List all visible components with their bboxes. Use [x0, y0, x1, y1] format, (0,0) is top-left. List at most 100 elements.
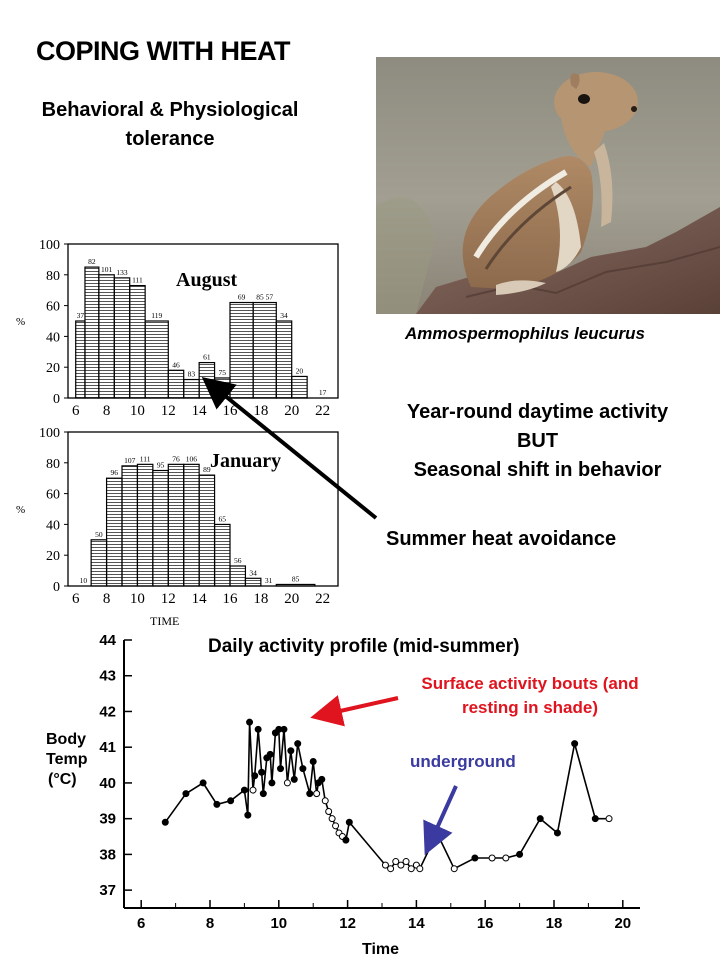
bar-sample-label: 83	[188, 370, 196, 379]
data-point	[280, 725, 288, 733]
data-point	[246, 718, 254, 726]
x-tick-label: 6	[72, 591, 80, 607]
data-point	[227, 797, 235, 805]
note-line-3: Seasonal shift in behavior	[413, 459, 662, 481]
data-point	[213, 800, 221, 808]
bar-sample-label: 101	[101, 265, 113, 274]
data-point	[571, 740, 579, 748]
x-tick-label: 6	[137, 915, 145, 932]
bar-sample-label: 96	[111, 468, 119, 477]
y-tick-label: 20	[46, 361, 60, 376]
x-tick-label: 12	[161, 591, 176, 607]
data-point	[553, 829, 561, 837]
histogram-bar	[229, 565, 247, 587]
species-name: Ammospermophilus leucurus	[405, 324, 645, 343]
data-point	[397, 861, 405, 869]
x-tick-label: 22	[315, 403, 330, 419]
data-point	[240, 786, 248, 794]
bar-sample-label: 34	[249, 568, 257, 577]
behavior-notes: Year-round daytime activity BUT Seasonal…	[370, 398, 705, 485]
underground-arrow	[423, 785, 458, 856]
y-tick-label: 60	[46, 300, 60, 315]
body-temp-chart: 37 38 39 40 41 42 43 44 6 8 10 12 14 16 18 20 Time Body Te…	[0, 628, 720, 965]
y-axis-label-1: Body	[46, 731, 86, 748]
data-point	[182, 790, 190, 798]
y-axis-label: %	[16, 316, 25, 328]
body-temp-chart-svg: 37 38 39 40 41 42 43 44 6 8 10 12 14 16 18 20 Time Body Te…	[46, 632, 640, 958]
bar-sample-label: 46	[172, 360, 180, 369]
x-tick-label: 14	[192, 591, 208, 607]
y-tick-label: 60	[46, 488, 60, 503]
data-point	[290, 775, 298, 783]
bar-sample-label: 106	[186, 454, 198, 463]
data-point	[402, 858, 410, 866]
data-point	[266, 750, 274, 758]
profile-title: Daily activity profile (mid-summer)	[208, 636, 520, 657]
note-line-1: Year-round daytime activity	[406, 401, 669, 423]
histogram-bar	[291, 375, 308, 399]
bar-sample-label: 17	[319, 388, 327, 397]
data-point	[251, 772, 259, 780]
data-point	[254, 725, 262, 733]
surface-activity-arrow	[310, 695, 399, 727]
x-tick-label: 8	[103, 403, 111, 419]
histogram-bar	[275, 583, 316, 587]
bar-sample-label: 95	[157, 461, 165, 470]
x-tick-label: 16	[223, 591, 239, 607]
data-point	[416, 865, 424, 873]
x-tick-label: 10	[130, 591, 145, 607]
x-tick-label: 20	[614, 915, 631, 932]
summer-avoidance-arrow	[201, 376, 378, 520]
bar-sample-label: 10	[80, 576, 88, 585]
avoidance-label: Summer heat avoidance	[386, 528, 617, 550]
bar-sample-label: 31	[265, 576, 273, 585]
month-label: August	[176, 269, 237, 291]
data-point	[450, 865, 458, 873]
bar-sample-label: 111	[140, 454, 151, 463]
bar-sample-label: 50	[95, 530, 103, 539]
x-tick-label: 18	[546, 915, 563, 932]
y-tick-label: 0	[53, 392, 60, 407]
x-tick-label: 8	[103, 591, 111, 607]
x-tick-label: 20	[284, 591, 299, 607]
y-tick-label: 40	[99, 775, 116, 792]
x-tick-label: 18	[253, 591, 268, 607]
y-tick-label: 44	[99, 632, 116, 649]
x-tick-label: 12	[339, 915, 356, 932]
x-tick-label: 12	[161, 403, 176, 419]
histogram-bar	[213, 523, 231, 587]
month-label: January	[210, 450, 281, 472]
data-point	[287, 747, 295, 755]
data-point	[516, 850, 524, 858]
bar-sample-label: 20	[296, 366, 304, 375]
bar-sample-label: 34	[280, 311, 288, 320]
bar-sample-label: 111	[132, 276, 143, 285]
y-tick-label: 39	[99, 811, 116, 828]
y-tick-label: 40	[46, 330, 60, 345]
data-point	[268, 779, 276, 787]
bar-sample-label: 85 57	[256, 293, 273, 302]
data-point	[345, 818, 353, 826]
y-tick-label: 41	[99, 739, 116, 756]
data-point	[199, 779, 207, 787]
data-point	[259, 790, 267, 798]
data-point	[536, 815, 544, 823]
data-point	[325, 808, 333, 816]
data-point	[605, 815, 613, 823]
bar-sample-label: 119	[151, 311, 162, 320]
y-tick-label: 37	[99, 882, 116, 899]
bar-sample-label: 61	[203, 353, 211, 362]
y-axis-label: %	[16, 504, 25, 516]
data-point	[318, 775, 326, 783]
y-tick-label: 38	[99, 846, 116, 863]
bar-sample-label: 107	[124, 456, 136, 465]
x-tick-label: 10	[130, 403, 145, 419]
bar-sample-label: 76	[172, 454, 180, 463]
data-point	[407, 865, 415, 873]
data-point	[387, 865, 395, 873]
bar-sample-label: 37	[77, 311, 85, 320]
page-title: COPING WITH HEAT	[36, 36, 290, 66]
bar-sample-label: 69	[238, 293, 246, 302]
data-point	[299, 765, 307, 773]
